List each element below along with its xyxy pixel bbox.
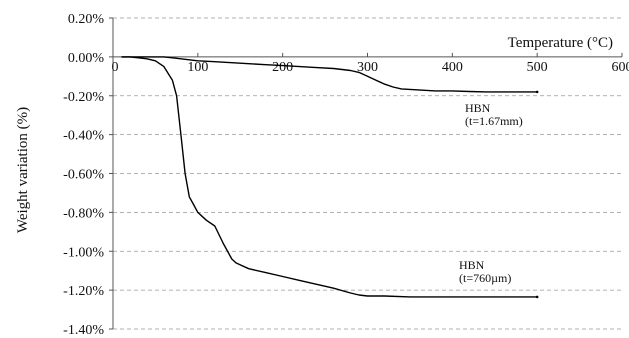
y-tick-labels: 0.20% 0.00% -0.20% -0.40% -0.60% -0.80% -1.00%… — [63, 12, 104, 338]
series-annotation-1-line-1: HBN — [465, 101, 491, 115]
data-series — [121, 56, 539, 299]
y-tick-label: -1.00% — [63, 245, 104, 260]
y-axis-label: Weight variation (%) — [15, 107, 31, 233]
series-line-1 — [121, 56, 538, 93]
series-annotations: HBN(t=1.67mm)HBN(t=760µm) — [459, 101, 523, 285]
y-tick-label: -1.40% — [63, 323, 104, 338]
series-end-point-2 — [535, 295, 539, 299]
series-annotation-2-line-1: HBN — [459, 258, 485, 272]
y-tick-label: 0.00% — [68, 51, 105, 66]
axes — [109, 17, 623, 330]
series-line-2 — [121, 56, 538, 298]
series-end-point-1 — [535, 90, 539, 94]
y-tick-label: -0.60% — [63, 168, 104, 183]
x-tick-label: 600 — [612, 60, 629, 75]
y-tick-label: -1.20% — [63, 284, 104, 299]
y-tick-label: 0.20% — [68, 12, 105, 27]
x-tick-label: 500 — [527, 60, 548, 75]
x-tick-label: 400 — [442, 60, 463, 75]
x-axis-label: Temperature (°C) — [508, 35, 613, 51]
x-tick-label: 0 — [112, 60, 119, 75]
x-tick-label: 100 — [187, 60, 208, 75]
series-annotation-1-line-2: (t=1.67mm) — [465, 114, 523, 128]
series-annotation-2-line-2: (t=760µm) — [459, 271, 511, 285]
grid-lines — [113, 17, 622, 330]
y-tick-label: -0.20% — [63, 90, 104, 105]
x-tick-label: 300 — [357, 60, 378, 75]
y-tick-label: -0.80% — [63, 206, 104, 221]
y-tick-label: -0.40% — [63, 129, 104, 144]
x-tick-label: 200 — [272, 60, 293, 75]
x-tick-labels: 0 100 200 300 400 500 600 — [112, 60, 629, 75]
